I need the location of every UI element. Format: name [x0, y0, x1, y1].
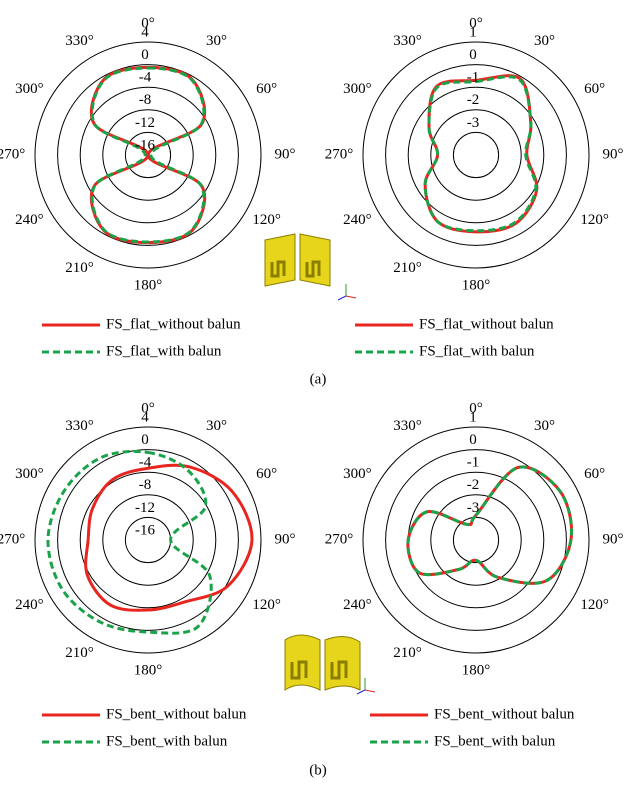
r-tick-label: -3 — [467, 115, 480, 131]
r-tick-label: 0 — [141, 432, 149, 448]
r-tick-label: 1 — [469, 24, 477, 40]
r-tick-label: -2 — [467, 92, 480, 108]
angle-label: 330° — [393, 33, 422, 49]
r-tick-label: -8 — [139, 92, 152, 108]
angle-label: 210° — [393, 260, 422, 276]
angle-label: 270° — [325, 531, 354, 547]
r-tick-label: 1 — [469, 409, 477, 425]
legend-label: FS_bent_with balun — [106, 733, 228, 749]
angle-label: 60° — [584, 81, 605, 97]
legend-label: FS_bent_with balun — [434, 733, 556, 749]
r-tick-label: -2 — [467, 477, 480, 493]
r-tick-label: 0 — [469, 432, 477, 448]
angle-label: 120° — [252, 597, 281, 613]
legend-label: FS_flat_without balun — [419, 316, 554, 332]
angle-label: 30° — [534, 418, 555, 434]
series-line — [425, 76, 537, 232]
r-tick-label: 0 — [141, 47, 149, 63]
figure: (a) (b) 0°30°60°90°120°180°210°240°270°3… — [0, 0, 636, 787]
angle-label: 30° — [206, 418, 227, 434]
angle-label: 270° — [0, 146, 25, 162]
r-tick-label: -4 — [139, 455, 152, 471]
r-tick-label: 4 — [141, 24, 149, 40]
r-tick-label: -8 — [139, 477, 152, 493]
caption: (b) — [309, 762, 327, 778]
r-tick-label: -3 — [467, 500, 480, 516]
legend-label: FS_flat_with balun — [106, 343, 222, 359]
angle-label: 180° — [462, 662, 491, 678]
angle-label: 60° — [256, 466, 277, 482]
angle-label: 90° — [275, 531, 296, 547]
angle-label: 30° — [534, 33, 555, 49]
angle-label: 240° — [343, 597, 372, 613]
r-tick-label: 4 — [141, 409, 149, 425]
angle-label: 120° — [580, 212, 609, 228]
series-line — [86, 465, 252, 610]
angle-label: 60° — [256, 81, 277, 97]
angle-label: 330° — [65, 33, 94, 49]
angle-label: 180° — [462, 277, 491, 293]
r-tick-label: -12 — [135, 115, 155, 131]
r-tick-label: 0 — [469, 47, 477, 63]
angle-label: 270° — [0, 531, 25, 547]
angle-label: 300° — [15, 466, 44, 482]
r-tick-label: -1 — [467, 455, 480, 471]
angle-label: 180° — [134, 277, 163, 293]
series-line — [48, 451, 211, 633]
angle-label: 210° — [65, 260, 94, 276]
angle-label: 30° — [206, 33, 227, 49]
angle-label: 60° — [584, 466, 605, 482]
angle-label: 240° — [15, 212, 44, 228]
r-tick-label: -1 — [467, 70, 480, 86]
caption: (a) — [310, 371, 327, 387]
r-tick-label: -12 — [135, 500, 155, 516]
legend-label: FS_flat_with balun — [419, 343, 535, 359]
legend-label: FS_flat_without balun — [106, 316, 241, 332]
angle-label: 90° — [275, 146, 296, 162]
grid-ring — [453, 517, 498, 562]
angle-label: 120° — [580, 597, 609, 613]
angle-label: 120° — [252, 212, 281, 228]
angle-label: 240° — [343, 212, 372, 228]
angle-label: 270° — [325, 146, 354, 162]
antenna-icon-bent — [285, 635, 375, 694]
angle-label: 210° — [393, 645, 422, 661]
angle-label: 330° — [393, 418, 422, 434]
grid-ring — [453, 132, 498, 177]
angle-label: 90° — [603, 146, 624, 162]
angle-label: 330° — [65, 418, 94, 434]
angle-label: 90° — [603, 531, 624, 547]
legend-label: FS_bent_without balun — [106, 706, 247, 722]
legend-label: FS_bent_without balun — [434, 706, 575, 722]
r-tick-label: -16 — [135, 522, 155, 538]
angle-label: 300° — [343, 466, 372, 482]
antenna-icon-flat — [265, 234, 356, 300]
r-tick-label: -16 — [135, 137, 155, 153]
angle-label: 300° — [15, 81, 44, 97]
r-tick-label: -4 — [139, 70, 152, 86]
angle-label: 300° — [343, 81, 372, 97]
angle-label: 180° — [134, 662, 163, 678]
angle-label: 240° — [15, 597, 44, 613]
angle-label: 210° — [65, 645, 94, 661]
